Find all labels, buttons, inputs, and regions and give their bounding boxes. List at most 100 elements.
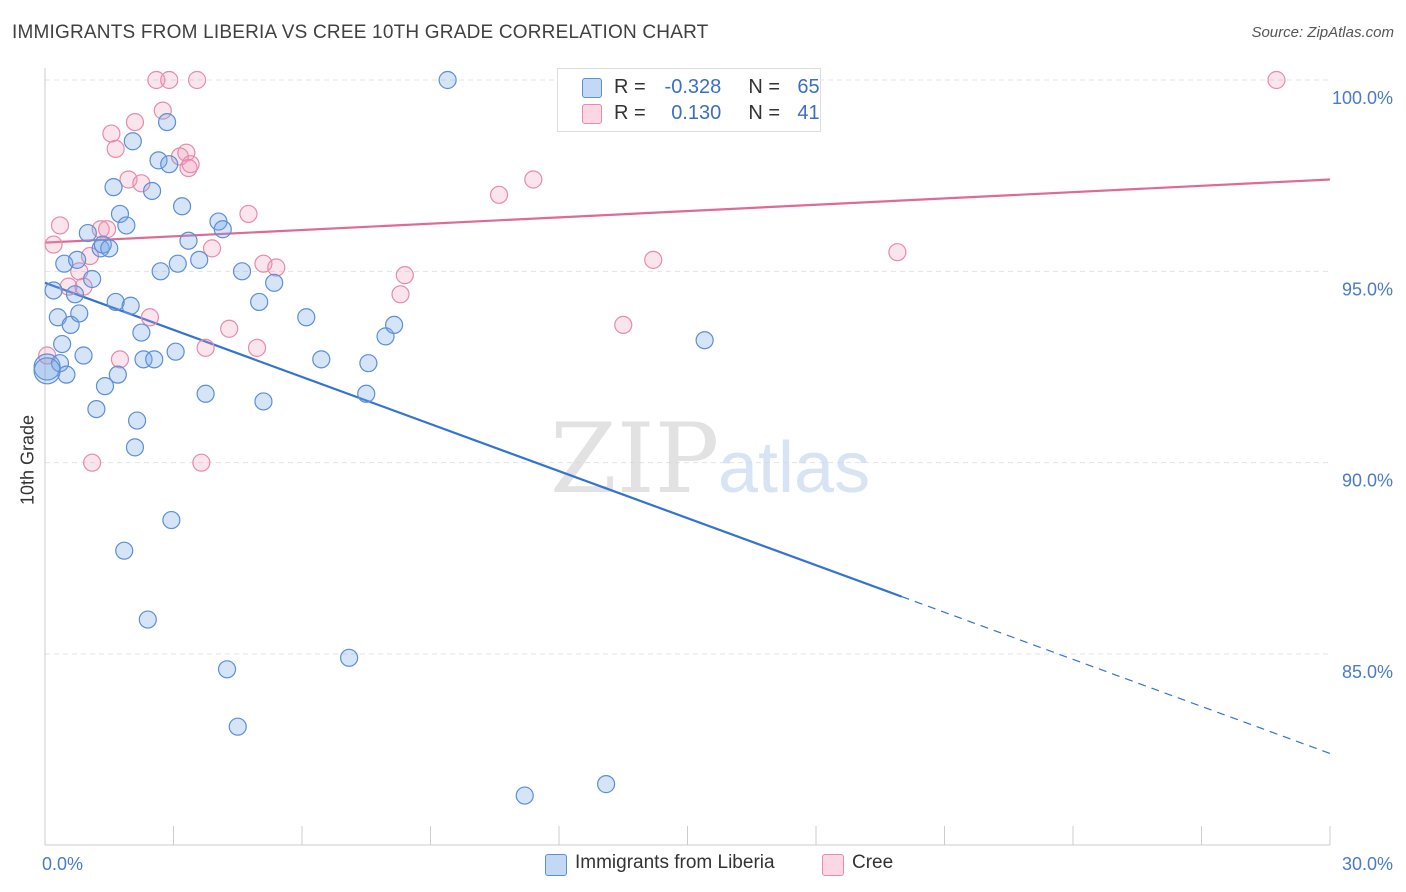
point-liberia <box>179 231 198 250</box>
point-liberia <box>515 786 534 805</box>
point-liberia <box>297 308 316 327</box>
point-cree <box>187 70 207 90</box>
point-liberia <box>359 354 378 373</box>
point-liberia <box>172 197 192 216</box>
point-cree <box>391 285 410 304</box>
y-tick-label: 100.0% <box>1332 88 1393 108</box>
point-cree <box>147 70 166 90</box>
r-label: R = <box>614 102 646 124</box>
point-liberia <box>78 223 97 243</box>
r-value: 0.130 <box>671 102 722 124</box>
point-cree <box>153 101 172 120</box>
point-liberia <box>95 377 115 396</box>
point-cree <box>98 220 117 239</box>
trend-line-liberia <box>44 281 903 598</box>
legend-label-cree: Cree <box>852 852 894 873</box>
point-liberia <box>117 216 136 235</box>
grid-lines <box>45 79 1330 655</box>
point-liberia <box>138 610 157 629</box>
point-liberia <box>213 220 232 239</box>
n-value: 65 <box>797 76 820 98</box>
point-liberia <box>44 281 63 300</box>
point-liberia <box>104 178 123 197</box>
chart-source: Source: ZipAtlas.com <box>1251 24 1394 41</box>
trend-lines <box>44 178 1331 755</box>
point-liberia <box>123 132 142 151</box>
point-liberia <box>68 250 87 269</box>
point-liberia <box>217 660 237 679</box>
point-liberia <box>250 292 269 312</box>
y-tick-label: 95.0% <box>1342 279 1393 299</box>
point-liberia <box>121 296 140 315</box>
point-cree <box>83 453 102 472</box>
point-cree <box>202 239 222 258</box>
point-cree <box>614 315 633 335</box>
point-liberia <box>74 346 93 365</box>
point-cree <box>220 319 239 338</box>
point-cree <box>110 350 130 369</box>
point-liberia <box>438 70 457 90</box>
point-cree <box>102 124 121 143</box>
point-liberia <box>149 151 168 170</box>
point-cree <box>181 155 200 174</box>
point-cree <box>125 112 145 132</box>
point-liberia <box>357 384 376 403</box>
point-liberia <box>384 315 404 335</box>
point-cree <box>106 139 125 158</box>
n-value: 41 <box>797 102 820 124</box>
stats-legend: R = -0.328 N = 65 R = 0.130 N = 41 <box>557 68 821 132</box>
point-liberia <box>70 304 89 323</box>
point-cree <box>395 266 414 285</box>
axes <box>44 68 1331 846</box>
legend-swatch-cree <box>822 854 844 876</box>
point-liberia <box>695 331 714 350</box>
point-liberia <box>232 262 252 281</box>
point-cree <box>524 170 543 189</box>
trend-line-liberia-extension <box>901 596 1331 755</box>
point-liberia <box>340 648 359 667</box>
point-liberia <box>162 510 181 530</box>
point-cree <box>489 185 509 204</box>
point-liberia <box>100 239 119 258</box>
point-liberia <box>108 365 127 384</box>
point-cree <box>644 250 663 269</box>
point-cree <box>50 216 70 235</box>
point-liberia <box>115 541 134 560</box>
point-cree <box>247 338 267 357</box>
y-tick-label: 90.0% <box>1342 471 1393 491</box>
point-liberia <box>142 181 162 201</box>
series-legend: Immigrants from Liberia Cree <box>0 852 1406 878</box>
point-cree <box>267 258 286 277</box>
data-points <box>33 70 1286 805</box>
point-liberia <box>597 775 616 794</box>
point-cree <box>140 308 160 327</box>
watermark-zip: ZIP <box>550 403 719 515</box>
point-liberia <box>125 438 145 457</box>
point-liberia <box>132 323 151 342</box>
chart-title: IMMIGRANTS FROM LIBERIA VS CREE 10TH GRA… <box>12 22 709 43</box>
point-liberia <box>166 342 185 361</box>
legend-text-cree: R = 0.130 N = 41 <box>614 102 820 125</box>
point-liberia <box>106 292 125 312</box>
point-liberia <box>83 269 102 289</box>
x-tick-label: 30.0% <box>1342 854 1393 874</box>
r-value: -0.328 <box>664 76 722 98</box>
point-liberia <box>110 204 130 224</box>
point-cree <box>1267 70 1286 90</box>
point-liberia <box>160 155 179 174</box>
legend-swatch-liberia <box>582 78 602 98</box>
point-liberia <box>145 350 164 369</box>
point-liberia <box>254 392 273 411</box>
point-liberia <box>57 365 76 384</box>
point-liberia <box>196 384 215 403</box>
point-liberia <box>53 334 72 354</box>
trend-line-cree <box>44 178 1331 244</box>
point-cree <box>177 143 196 162</box>
legend-text-liberia: R = -0.328 N = 65 <box>614 76 820 99</box>
point-liberia <box>168 254 187 273</box>
point-liberia <box>134 350 153 369</box>
point-liberia <box>312 350 331 369</box>
point-liberia <box>265 273 284 292</box>
point-cree <box>192 453 211 472</box>
point-cree <box>196 338 215 357</box>
